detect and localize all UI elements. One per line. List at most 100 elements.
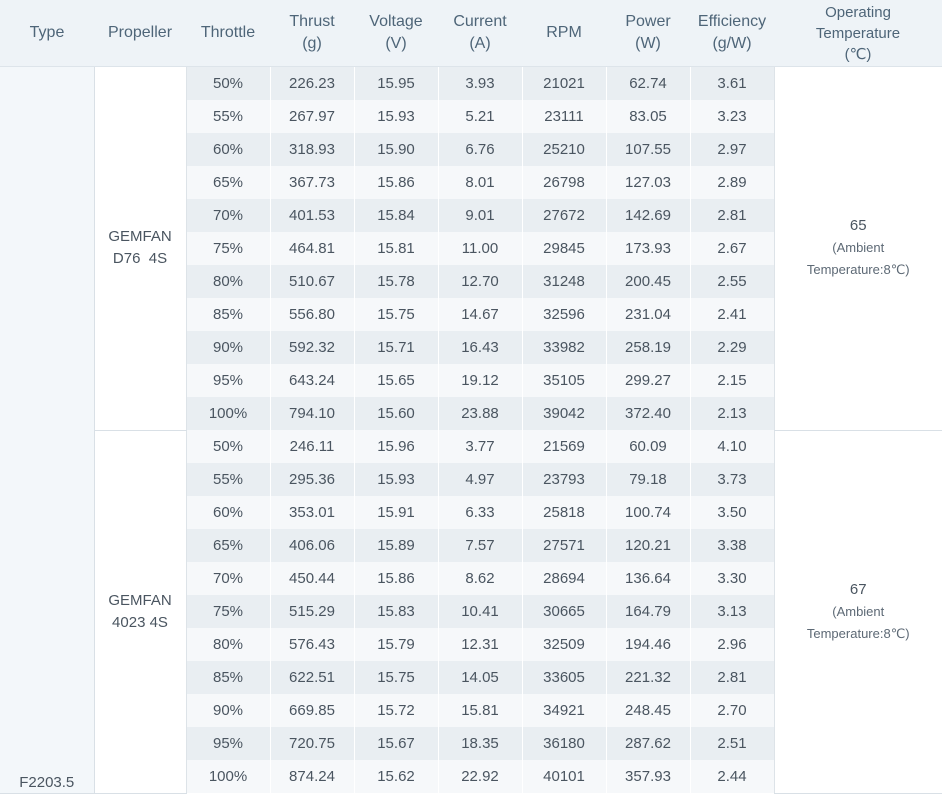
- header-power-unit: (W): [635, 35, 661, 52]
- header-power: Power (W): [606, 0, 690, 67]
- cell-thrust: 874.24: [270, 760, 354, 793]
- cell-throttle: 65%: [186, 166, 270, 199]
- cell-thrust: 510.67: [270, 265, 354, 298]
- cell-rpm: 31248: [522, 265, 606, 298]
- cell-current: 7.57: [438, 529, 522, 562]
- cell-current: 9.01: [438, 199, 522, 232]
- cell-power: 200.45: [606, 265, 690, 298]
- cell-efficiency: 2.67: [690, 232, 774, 265]
- cell-thrust: 353.01: [270, 496, 354, 529]
- cell-voltage: 15.71: [354, 331, 438, 364]
- header-current-label: Current: [453, 13, 506, 30]
- cell-throttle: 90%: [186, 694, 270, 727]
- cell-thrust: 515.29: [270, 595, 354, 628]
- cell-efficiency: 3.30: [690, 562, 774, 595]
- cell-rpm: 25818: [522, 496, 606, 529]
- cell-current: 15.81: [438, 694, 522, 727]
- cell-current: 5.21: [438, 100, 522, 133]
- cell-current: 3.77: [438, 430, 522, 463]
- cell-power: 231.04: [606, 298, 690, 331]
- cell-efficiency: 3.23: [690, 100, 774, 133]
- header-propeller: Propeller: [94, 0, 186, 67]
- temperature-value: 65: [775, 215, 942, 237]
- cell-power: 248.45: [606, 694, 690, 727]
- type-cell: F2203.5: [0, 67, 94, 794]
- cell-voltage: 15.91: [354, 496, 438, 529]
- cell-efficiency: 2.97: [690, 133, 774, 166]
- cell-throttle: 75%: [186, 595, 270, 628]
- header-efficiency-label: Efficiency: [698, 13, 766, 30]
- cell-voltage: 15.89: [354, 529, 438, 562]
- cell-power: 372.40: [606, 397, 690, 430]
- cell-rpm: 30665: [522, 595, 606, 628]
- cell-current: 12.31: [438, 628, 522, 661]
- header-type: Type: [0, 0, 94, 67]
- cell-voltage: 15.84: [354, 199, 438, 232]
- cell-power: 127.03: [606, 166, 690, 199]
- cell-throttle: 95%: [186, 364, 270, 397]
- cell-rpm: 29845: [522, 232, 606, 265]
- cell-power: 221.32: [606, 661, 690, 694]
- cell-efficiency: 2.15: [690, 364, 774, 397]
- propeller-model: D76 4S: [113, 250, 167, 267]
- header-voltage-unit: (V): [385, 35, 406, 52]
- cell-throttle: 90%: [186, 331, 270, 364]
- cell-power: 258.19: [606, 331, 690, 364]
- cell-rpm: 33605: [522, 661, 606, 694]
- cell-current: 12.70: [438, 265, 522, 298]
- cell-thrust: 720.75: [270, 727, 354, 760]
- cell-current: 14.67: [438, 298, 522, 331]
- ambient-note-line1: (Ambient: [775, 601, 942, 623]
- cell-current: 18.35: [438, 727, 522, 760]
- header-operating-temperature: Operating Temperature (℃): [774, 0, 942, 67]
- cell-power: 79.18: [606, 463, 690, 496]
- cell-throttle: 75%: [186, 232, 270, 265]
- cell-thrust: 669.85: [270, 694, 354, 727]
- cell-current: 4.97: [438, 463, 522, 496]
- header-efficiency-unit: (g/W): [712, 35, 751, 52]
- cell-thrust: 556.80: [270, 298, 354, 331]
- cell-rpm: 39042: [522, 397, 606, 430]
- cell-throttle: 70%: [186, 562, 270, 595]
- cell-thrust: 295.36: [270, 463, 354, 496]
- header-efficiency: Efficiency (g/W): [690, 0, 774, 67]
- cell-power: 60.09: [606, 430, 690, 463]
- cell-voltage: 15.65: [354, 364, 438, 397]
- cell-voltage: 15.93: [354, 463, 438, 496]
- header-current: Current (A): [438, 0, 522, 67]
- cell-efficiency: 3.73: [690, 463, 774, 496]
- cell-throttle: 60%: [186, 496, 270, 529]
- cell-voltage: 15.95: [354, 67, 438, 101]
- header-op-temp-line1: Operating: [825, 4, 891, 21]
- cell-efficiency: 2.81: [690, 661, 774, 694]
- cell-efficiency: 2.55: [690, 265, 774, 298]
- propeller-model: 4023 4S: [112, 614, 168, 631]
- cell-current: 22.92: [438, 760, 522, 793]
- cell-voltage: 15.93: [354, 100, 438, 133]
- cell-voltage: 15.83: [354, 595, 438, 628]
- cell-throttle: 50%: [186, 67, 270, 101]
- cell-rpm: 35105: [522, 364, 606, 397]
- header-throttle: Throttle: [186, 0, 270, 67]
- cell-thrust: 246.11: [270, 430, 354, 463]
- cell-efficiency: 2.44: [690, 760, 774, 793]
- cell-throttle: 85%: [186, 661, 270, 694]
- cell-current: 3.93: [438, 67, 522, 101]
- cell-rpm: 28694: [522, 562, 606, 595]
- header-op-temp-line2: Temperature: [816, 25, 900, 42]
- motor-type: F2203.5: [19, 774, 74, 791]
- cell-efficiency: 2.29: [690, 331, 774, 364]
- header-thrust-unit: (g): [302, 35, 322, 52]
- cell-thrust: 367.73: [270, 166, 354, 199]
- cell-thrust: 406.06: [270, 529, 354, 562]
- cell-power: 100.74: [606, 496, 690, 529]
- cell-thrust: 592.32: [270, 331, 354, 364]
